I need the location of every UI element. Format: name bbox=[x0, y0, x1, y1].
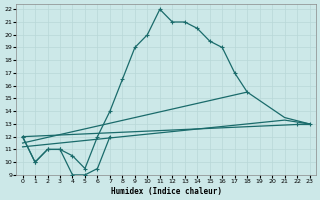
X-axis label: Humidex (Indice chaleur): Humidex (Indice chaleur) bbox=[111, 187, 221, 196]
